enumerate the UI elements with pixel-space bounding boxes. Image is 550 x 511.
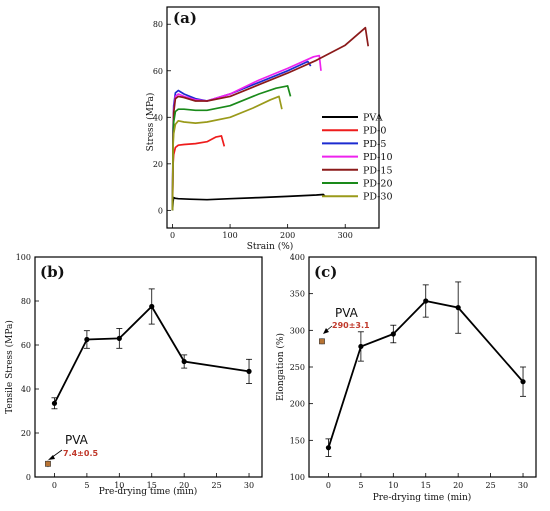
panel-a-legend-label: PD-20 — [363, 179, 392, 190]
panel-b-data-point — [116, 335, 122, 341]
panel-a-x-tick-label: 0 — [170, 231, 175, 240]
panel-b-series-line — [53, 305, 250, 404]
panel-b-reference-arrowhead — [48, 455, 55, 460]
panel-c-data-point — [358, 343, 364, 350]
panel-a-y-tick-label: 80 — [153, 20, 163, 29]
panel-a-x-axis-label: Strain (%) — [247, 241, 294, 252]
panel-c-x-tick-label: 0 — [326, 481, 331, 490]
panel-b-frame — [34, 256, 263, 478]
panel-b-x-tick-label: 20 — [179, 481, 189, 490]
panel-c: (c) Pre-drying time (min) Elongation (%)… — [275, 253, 537, 503]
panel-b-y-tick-label: 40 — [21, 385, 31, 394]
panel-a-x-tick-label: 200 — [280, 231, 295, 240]
panel-a-x-tick-label: 100 — [222, 231, 237, 240]
panel-c-x-axis-label: Pre-drying time (min) — [373, 492, 472, 503]
panel-b-label: (b) — [40, 263, 65, 281]
panel-a-label: (a) — [173, 9, 197, 27]
panel-a-y-tick-label: 40 — [153, 113, 163, 122]
panel-c-y-tick-label: 100 — [290, 473, 305, 482]
panel-a-legend-label: PD-10 — [363, 152, 392, 163]
panel-c-reference-value: 290±3.1 — [332, 321, 370, 330]
panel-b-x-axis-label: Pre-drying time (min) — [99, 486, 198, 497]
panel-b-data-point — [149, 303, 155, 310]
panel-c-x-tick-label: 5 — [358, 481, 363, 490]
panel-b-x-tick-label: 5 — [84, 481, 89, 490]
panel-c-y-tick-label: 200 — [290, 400, 305, 409]
panel-b-reference-point — [45, 460, 51, 467]
panel-c-x-tick-label: 10 — [388, 481, 398, 490]
panel-c-x-tick-label: 25 — [486, 481, 496, 490]
panel-c-data-point — [325, 445, 332, 451]
panel-b-y-tick-label: 60 — [21, 341, 31, 350]
panel-a-y-tick-label: 20 — [153, 160, 163, 169]
panel-c-data-point — [390, 331, 396, 337]
panel-b-x-tick-label: 15 — [147, 481, 157, 490]
panel-b-y-tick-label: 80 — [21, 297, 31, 306]
panel-a-legend-label: PD-0 — [363, 126, 386, 137]
panel-c-label: (c) — [314, 263, 337, 281]
panel-c-data-point — [455, 305, 461, 311]
panel-a-y-tick-label: 0 — [158, 206, 163, 215]
panel-c-reference-point — [319, 338, 325, 345]
panel-a-series-pd-30 — [171, 95, 283, 211]
panel-c-frame — [308, 256, 537, 478]
panel-b-data-point — [51, 400, 58, 406]
panel-b-reference-value: 7.4±0.5 — [63, 449, 98, 458]
panel-c-y-tick-label: 300 — [290, 326, 305, 335]
panel-b-x-tick-label: 25 — [212, 481, 222, 490]
panel-c-y-tick-label: 350 — [290, 290, 305, 299]
panel-a-legend-label: PD-5 — [363, 139, 386, 150]
panel-b-reference-label: PVA — [65, 433, 89, 447]
panel-a-series-pd-10 — [171, 54, 322, 211]
panel-c-data-point — [423, 298, 429, 304]
panel-c-y-tick-label: 150 — [290, 436, 305, 445]
panel-a-y-axis-label: Stress (MPa) — [145, 93, 156, 152]
panel-b-y-tick-label: 100 — [16, 253, 31, 262]
panel-c-y-tick-label: 250 — [290, 363, 305, 372]
panel-c-data-point — [520, 379, 526, 385]
panel-a-series-pd-20 — [171, 85, 292, 211]
panel-c-x-tick-label: 15 — [421, 481, 431, 490]
panel-b-x-tick-label: 30 — [244, 481, 254, 490]
panel-a-series-pd-15 — [171, 26, 370, 211]
panel-b-y-tick-label: 20 — [21, 429, 31, 438]
panel-c-x-tick-label: 30 — [518, 481, 528, 490]
panel-c-reference-arrowhead — [323, 328, 329, 334]
panel-a-series-pva — [171, 193, 326, 211]
panel-b-x-tick-label: 10 — [114, 481, 124, 490]
panel-a-legend-label: PD-15 — [363, 165, 392, 176]
panel-c-y-tick-label: 400 — [290, 253, 305, 262]
panel-a-legend-label: PVA — [363, 113, 383, 124]
panel-b-y-axis-label: Tensile Stress (MPa) — [4, 320, 15, 414]
panel-a-legend-label: PD-30 — [363, 192, 392, 203]
panel-a-y-tick-label: 60 — [153, 67, 163, 76]
panel-a: (a) Strain (%) Stress (MPa) 0 100 200 300 0 2… — [145, 6, 392, 252]
panel-b-data-point — [181, 358, 187, 365]
panel-b: (b) Pre-drying time (min) Tensile Stress… — [4, 253, 263, 497]
panel-a-legend: PVA PD-0 PD-5 PD-10 PD-15 PD-20 PD-30 — [322, 113, 392, 203]
panel-c-x-tick-label: 20 — [453, 481, 463, 490]
panel-a-x-tick-label: 300 — [338, 231, 353, 240]
panel-c-reference-label: PVA — [335, 306, 359, 320]
panel-a-series-pd-5 — [171, 60, 312, 211]
panel-b-y-tick-label: 0 — [26, 473, 31, 482]
panel-b-x-tick-label: 0 — [52, 481, 57, 490]
panel-b-data-point — [246, 368, 252, 374]
panel-c-y-axis-label: Elongation (%) — [275, 333, 286, 401]
panel-b-data-point — [84, 336, 90, 343]
panel-c-series-line — [327, 300, 524, 448]
